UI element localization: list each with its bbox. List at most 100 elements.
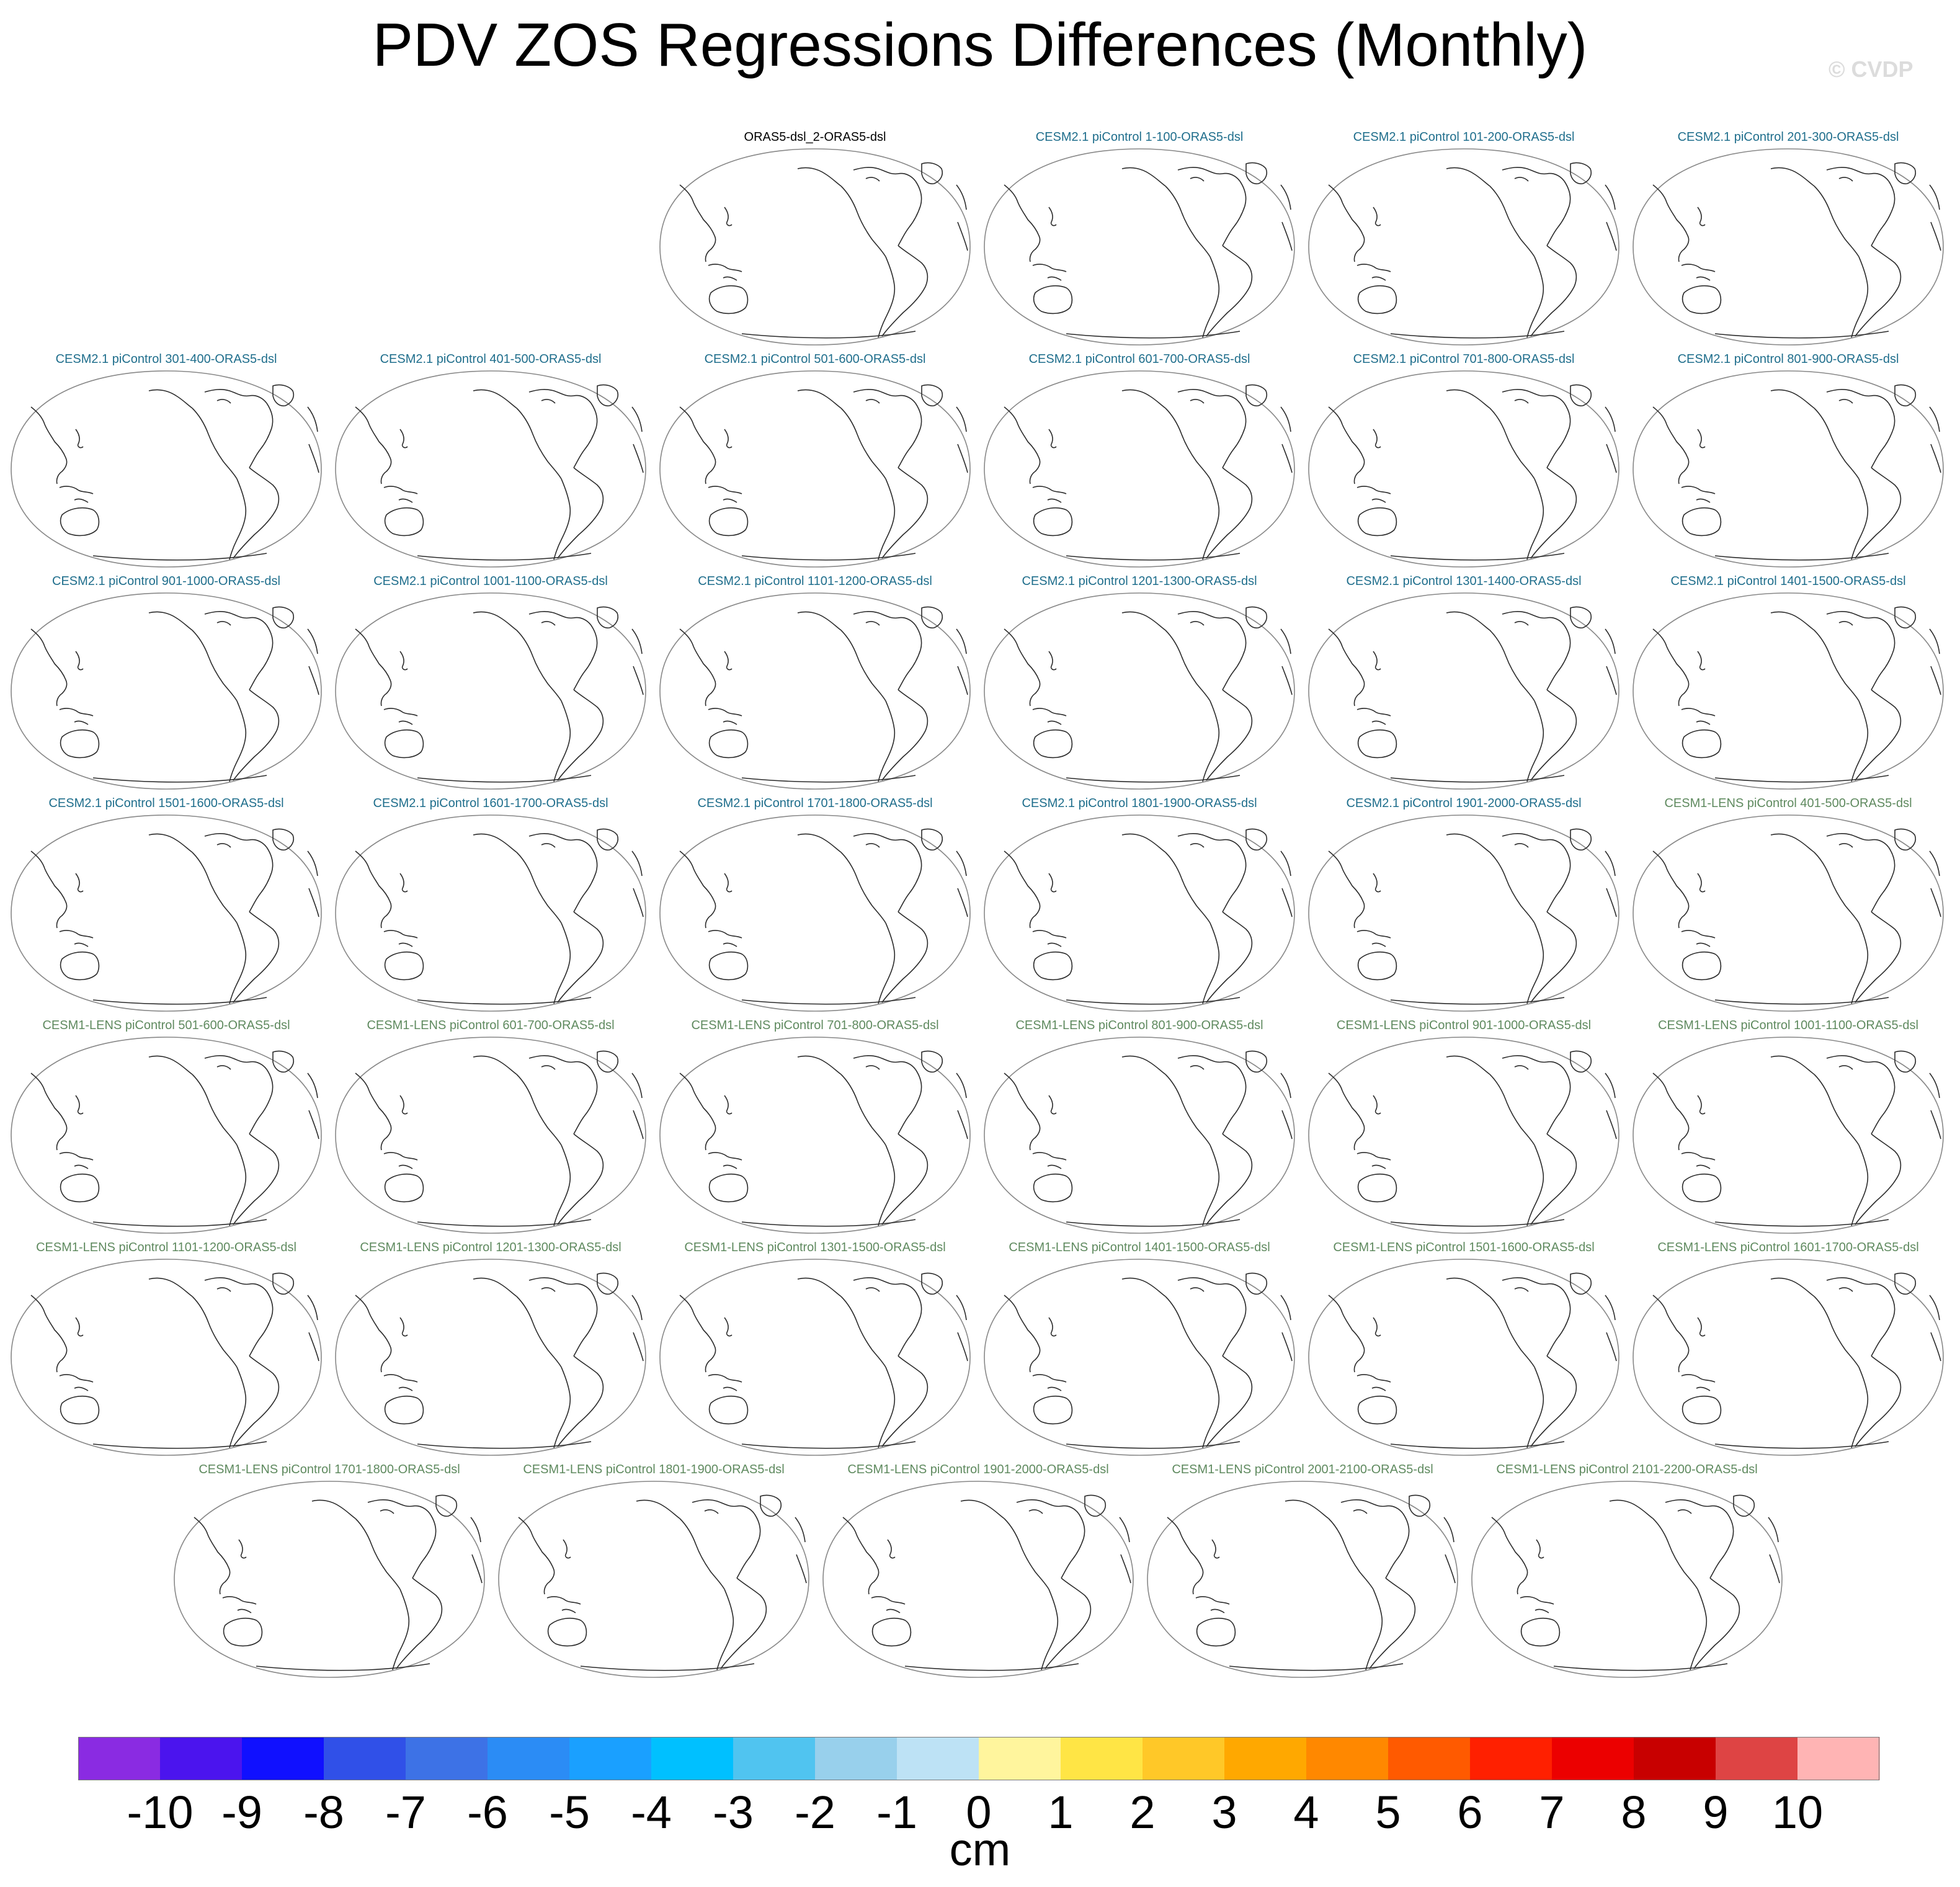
canada-arctic bbox=[367, 1499, 430, 1514]
north-america-west-coast bbox=[1489, 1074, 1535, 1146]
maritime-continent bbox=[1356, 486, 1391, 503]
world-map bbox=[659, 814, 971, 1012]
world-map bbox=[984, 814, 1295, 1012]
east-asia-coast bbox=[30, 406, 68, 484]
japan-islands bbox=[1048, 1095, 1057, 1115]
north-america-east-coast bbox=[573, 1069, 598, 1135]
alaska-coast bbox=[797, 833, 842, 853]
europe-africa-coast bbox=[1280, 184, 1293, 251]
australia-coast bbox=[708, 285, 749, 314]
colorbar-cell bbox=[1797, 1737, 1880, 1780]
maritime-continent bbox=[1681, 1152, 1716, 1169]
east-asia-coast bbox=[1004, 1073, 1041, 1151]
maritime-continent bbox=[1681, 708, 1716, 725]
colorbar-cell bbox=[1306, 1737, 1389, 1780]
map-panel: CESM2.1 piControl 1901-2000-ORAS5-dsl bbox=[1304, 795, 1624, 1012]
map-panel: CESM1-LENS piControl 1201-1300-ORAS5-dsl bbox=[331, 1239, 651, 1457]
map-outline bbox=[1147, 1481, 1458, 1678]
south-america-coast bbox=[1851, 689, 1902, 782]
canada-arctic bbox=[528, 389, 592, 404]
south-america-coast bbox=[1526, 467, 1577, 560]
canada-arctic bbox=[853, 833, 916, 848]
map-outline bbox=[1633, 1259, 1944, 1456]
alaska-coast bbox=[473, 611, 517, 631]
maritime-continent bbox=[708, 1152, 742, 1169]
europe-africa-coast bbox=[307, 628, 319, 695]
maritime-continent bbox=[59, 1374, 94, 1391]
antarctic-coast bbox=[417, 1441, 592, 1449]
south-america-coast bbox=[1851, 245, 1902, 338]
north-america-west-coast bbox=[840, 185, 886, 257]
world-map bbox=[1308, 148, 1619, 346]
panel-title: CESM2.1 piControl 1901-2000-ORAS5-dsl bbox=[1346, 796, 1582, 810]
antarctic-coast bbox=[1390, 553, 1565, 561]
japan-islands bbox=[724, 873, 733, 893]
world-map bbox=[1308, 592, 1619, 790]
map-outline bbox=[984, 814, 1295, 1012]
maritime-continent bbox=[1681, 264, 1716, 281]
alaska-coast bbox=[1121, 167, 1166, 187]
north-america-west-coast bbox=[840, 408, 886, 480]
antarctic-coast bbox=[417, 997, 592, 1005]
alaska-coast bbox=[148, 1277, 193, 1297]
north-america-east-coast bbox=[249, 625, 274, 690]
map-outline bbox=[659, 814, 971, 1012]
japan-islands bbox=[724, 1317, 733, 1337]
maritime-continent bbox=[59, 486, 94, 503]
europe-africa-coast bbox=[307, 1295, 319, 1362]
colorbar-cell bbox=[1143, 1737, 1225, 1780]
east-asia-coast bbox=[1004, 1295, 1041, 1373]
maritime-continent bbox=[1356, 708, 1391, 725]
colorbar-cell bbox=[1470, 1737, 1552, 1780]
world-map bbox=[659, 1037, 971, 1234]
australia-coast bbox=[60, 507, 100, 537]
maritime-continent bbox=[1032, 930, 1067, 947]
map-outline bbox=[335, 370, 646, 568]
map-outline bbox=[984, 1037, 1295, 1234]
japan-islands bbox=[1373, 207, 1381, 226]
north-america-east-coast bbox=[249, 1069, 274, 1135]
canada-arctic bbox=[853, 611, 916, 626]
world-map bbox=[659, 1259, 971, 1456]
south-america-coast bbox=[229, 1355, 280, 1448]
canada-arctic bbox=[1665, 1499, 1728, 1514]
map-outline bbox=[1633, 814, 1944, 1012]
colorbar-units: cm bbox=[949, 1824, 1011, 1875]
south-america-coast bbox=[1202, 467, 1253, 560]
map-panel: CESM2.1 piControl 701-800-ORAS5-dsl bbox=[1304, 351, 1624, 568]
alaska-coast bbox=[636, 1499, 680, 1519]
panel-title: CESM1-LENS piControl 701-800-ORAS5-dsl bbox=[691, 1019, 939, 1032]
greenland-coast bbox=[1894, 828, 1917, 851]
map-outline bbox=[1471, 1481, 1783, 1678]
antarctic-coast bbox=[1390, 997, 1565, 1005]
maritime-continent bbox=[1356, 930, 1391, 947]
canada-arctic bbox=[528, 833, 592, 848]
greenland-coast bbox=[760, 1494, 782, 1517]
east-asia-coast bbox=[1652, 184, 1690, 262]
japan-islands bbox=[1048, 1317, 1057, 1337]
europe-africa-coast bbox=[1280, 628, 1293, 695]
north-america-east-coast bbox=[736, 1513, 761, 1579]
maritime-continent bbox=[871, 1596, 906, 1613]
alaska-coast bbox=[473, 1055, 517, 1075]
japan-islands bbox=[399, 1317, 408, 1337]
world-map bbox=[1633, 1259, 1944, 1456]
map-panel: CESM1-LENS piControl 601-700-ORAS5-dsl bbox=[331, 1017, 651, 1234]
australia-coast bbox=[1033, 1173, 1073, 1203]
europe-africa-coast bbox=[470, 1517, 483, 1584]
australia-coast bbox=[708, 507, 749, 537]
canada-arctic bbox=[1016, 1499, 1079, 1514]
alaska-coast bbox=[1121, 1277, 1166, 1297]
world-map bbox=[11, 370, 322, 568]
australia-coast bbox=[1357, 951, 1397, 981]
colorbar-cell bbox=[1716, 1737, 1798, 1780]
map-panel: CESM2.1 piControl 1201-1300-ORAS5-dsl bbox=[979, 573, 1299, 790]
east-asia-coast bbox=[1004, 850, 1041, 929]
europe-africa-coast bbox=[307, 1073, 319, 1140]
europe-africa-coast bbox=[1929, 406, 1941, 473]
colorbar-cell bbox=[1552, 1737, 1634, 1780]
map-panel: CESM2.1 piControl 801-900-ORAS5-dsl bbox=[1628, 351, 1948, 568]
map-panel: CESM1-LENS piControl 701-800-ORAS5-dsl bbox=[655, 1017, 975, 1234]
alaska-coast bbox=[1770, 1277, 1815, 1297]
antarctic-coast bbox=[741, 553, 916, 561]
